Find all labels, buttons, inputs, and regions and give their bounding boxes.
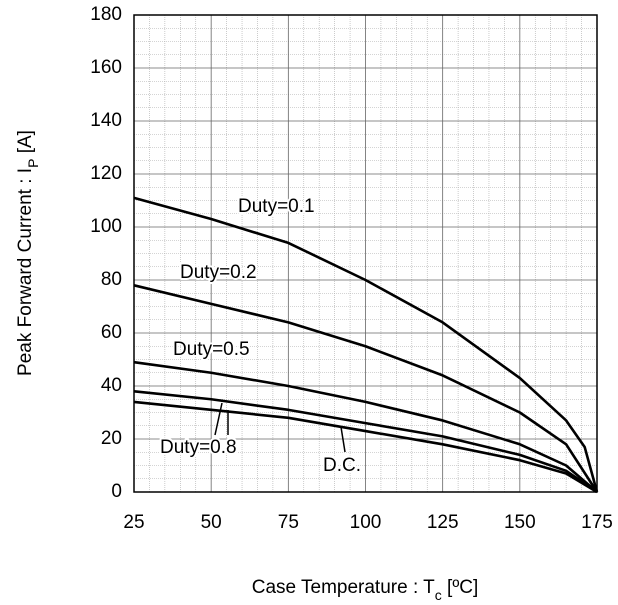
x-tick-label: 25 xyxy=(123,512,144,533)
plot-frame xyxy=(133,14,598,493)
x-tick-label: 50 xyxy=(201,512,222,533)
leader-line xyxy=(340,426,346,453)
curve xyxy=(133,390,598,494)
x-axis-title-after: [ºC] xyxy=(442,577,479,598)
y-tick-label: 60 xyxy=(101,322,122,343)
y-tick-label: 120 xyxy=(90,163,122,184)
y-tick-label: 140 xyxy=(90,110,122,131)
y-axis-title-sub: P xyxy=(25,159,41,168)
curve-label: Duty=0.2 xyxy=(180,262,257,283)
y-axis-title: Peak Forward Current : IP [A] xyxy=(15,130,41,376)
y-tick-label: 20 xyxy=(101,428,122,449)
x-axis-title-main: Case Temperature : T xyxy=(252,577,435,598)
curve-label: Duty=0.5 xyxy=(173,339,250,360)
curve-label: D.C. xyxy=(323,455,361,476)
minor-grid xyxy=(134,15,597,492)
curve xyxy=(133,196,599,493)
x-axis-title: Case Temperature : Tc [ºC] xyxy=(252,577,479,603)
y-axis-title-after: [A] xyxy=(15,130,36,159)
curve-label: Duty=0.8 xyxy=(160,437,237,458)
leader-line xyxy=(214,402,223,436)
curve-label: Duty=0.1 xyxy=(238,196,315,217)
x-tick-label: 75 xyxy=(278,512,299,533)
y-tick-label: 0 xyxy=(111,481,122,502)
x-tick-label: 175 xyxy=(581,512,613,533)
x-tick-label: 150 xyxy=(504,512,536,533)
y-tick-label: 40 xyxy=(101,375,122,396)
curve xyxy=(133,360,598,493)
x-tick-label: 125 xyxy=(427,512,459,533)
y-axis-title-main: Peak Forward Current : I xyxy=(15,168,36,376)
curve xyxy=(133,400,598,494)
y-tick-label: 80 xyxy=(101,269,122,290)
y-tick-label: 100 xyxy=(90,216,122,237)
x-tick-label: 100 xyxy=(350,512,382,533)
y-tick-label: 180 xyxy=(90,4,122,25)
x-axis-title-sub: c xyxy=(435,587,442,603)
y-tick-label: 160 xyxy=(90,57,122,78)
curve xyxy=(133,284,599,493)
